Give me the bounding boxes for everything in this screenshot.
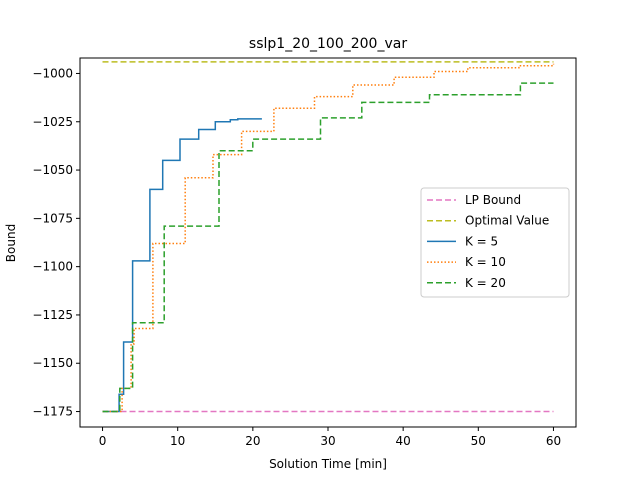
legend-label-3: K = 10 xyxy=(465,255,506,269)
series-line-3 xyxy=(102,63,555,413)
legend-label-4: K = 20 xyxy=(465,276,506,290)
plot-area xyxy=(102,61,555,413)
x-tick-label: 20 xyxy=(245,434,260,448)
x-axis: 0 10 20 30 40 50 60 xyxy=(99,427,561,448)
x-tick-label: 0 xyxy=(99,434,107,448)
y-tick-label: −1100 xyxy=(32,260,73,274)
x-tick-label: 60 xyxy=(546,434,561,448)
legend: LP Bound Optimal Value K = 5 K = 10 K = 20 xyxy=(420,187,570,298)
legend-label-0: LP Bound xyxy=(465,193,521,207)
series-line-4 xyxy=(102,82,554,413)
x-tick-label: 30 xyxy=(320,434,335,448)
y-axis-label: Bound xyxy=(4,224,18,262)
y-tick-label: −1000 xyxy=(32,66,73,80)
y-tick-label: −1050 xyxy=(32,163,73,177)
x-tick-label: 40 xyxy=(396,434,411,448)
legend-box xyxy=(420,187,570,298)
x-axis-label: Solution Time [min] xyxy=(269,457,387,471)
chart-title: sslp1_20_100_200_var xyxy=(249,36,407,52)
x-tick-label: 10 xyxy=(170,434,185,448)
y-tick-label: −1150 xyxy=(32,356,73,370)
y-tick-label: −1125 xyxy=(32,308,73,322)
y-tick-label: −1075 xyxy=(32,211,73,225)
y-tick-label: −1175 xyxy=(32,405,73,419)
x-tick-label: 50 xyxy=(471,434,486,448)
y-tick-label: −1025 xyxy=(32,115,73,129)
y-axis: −1175 −1150 −1125 −1100 −1075 −1050 −1025 −1000 xyxy=(32,66,80,419)
legend-label-1: Optimal Value xyxy=(465,214,549,228)
legend-label-2: K = 5 xyxy=(465,234,498,248)
series-line-2 xyxy=(102,118,262,413)
